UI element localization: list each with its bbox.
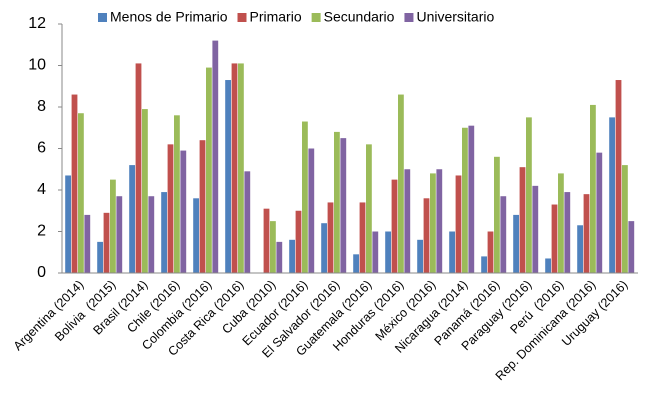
bar <box>455 175 462 273</box>
bar <box>129 165 135 273</box>
bar <box>430 173 436 273</box>
bar <box>609 117 615 273</box>
bar <box>148 196 155 273</box>
bar <box>334 131 340 273</box>
legend-swatch <box>237 13 247 22</box>
bar <box>327 202 334 273</box>
legend-label: Secundario <box>324 9 395 25</box>
bar <box>276 241 283 273</box>
bar <box>615 80 622 274</box>
bar <box>558 173 564 273</box>
bar <box>84 214 91 273</box>
bar <box>302 121 308 274</box>
bar <box>481 256 487 273</box>
legend-swatch <box>98 13 107 22</box>
bar <box>353 254 359 273</box>
legend-swatch <box>311 13 321 22</box>
bar <box>97 241 103 273</box>
bar <box>423 198 430 273</box>
legend-label: Menos de Primario <box>110 9 228 25</box>
bar <box>366 144 372 273</box>
bar <box>295 210 302 273</box>
bar <box>564 192 571 273</box>
y-tick-label: 2 <box>37 223 46 240</box>
bar <box>551 204 558 273</box>
bar <box>500 196 507 273</box>
bar <box>417 239 423 273</box>
legend-label: Universitario <box>416 9 494 25</box>
bar <box>263 208 270 273</box>
bar <box>212 40 219 273</box>
bar <box>513 214 519 273</box>
bar <box>225 80 231 274</box>
bar <box>193 198 199 273</box>
bar <box>231 63 238 273</box>
bar <box>167 144 174 273</box>
bar <box>289 239 295 273</box>
y-tick-label: 8 <box>37 98 46 115</box>
bar <box>321 223 327 273</box>
bar <box>494 156 500 273</box>
bar <box>436 169 443 273</box>
bar <box>116 196 123 273</box>
bar <box>110 179 116 273</box>
bar <box>398 94 404 273</box>
bar <box>385 231 391 273</box>
legend-swatch <box>404 13 414 22</box>
y-tick-label: 6 <box>37 140 46 157</box>
bar <box>180 150 187 273</box>
bar <box>487 231 494 273</box>
bar <box>404 169 411 273</box>
bar <box>142 109 148 273</box>
bar <box>65 175 71 273</box>
bar <box>577 225 583 273</box>
bar <box>308 148 315 273</box>
bar <box>449 231 455 273</box>
y-tick-label: 12 <box>28 15 46 32</box>
bar <box>532 185 539 273</box>
bar <box>545 258 551 273</box>
bar <box>174 115 180 273</box>
bar <box>462 127 468 273</box>
bar <box>391 179 398 273</box>
bar <box>78 113 84 273</box>
bar <box>622 165 628 273</box>
bar <box>583 194 590 273</box>
bar <box>372 231 379 273</box>
bar <box>590 104 596 273</box>
bar <box>244 171 251 273</box>
bar <box>161 192 167 273</box>
y-tick-label: 10 <box>28 57 46 74</box>
bar <box>135 63 142 273</box>
y-tick-label: 4 <box>37 181 46 198</box>
bar <box>199 140 206 273</box>
y-tick-label: 0 <box>37 264 46 281</box>
bar <box>526 117 532 273</box>
legend-label: Primario <box>250 9 302 25</box>
bar <box>519 167 526 273</box>
bar <box>103 212 110 273</box>
bar <box>340 138 347 273</box>
bar <box>206 67 212 273</box>
bar <box>468 125 475 273</box>
bar <box>596 152 603 273</box>
bar <box>71 94 78 273</box>
bar <box>238 63 244 273</box>
bar <box>270 221 276 273</box>
bar <box>628 221 635 273</box>
bar <box>359 202 366 273</box>
